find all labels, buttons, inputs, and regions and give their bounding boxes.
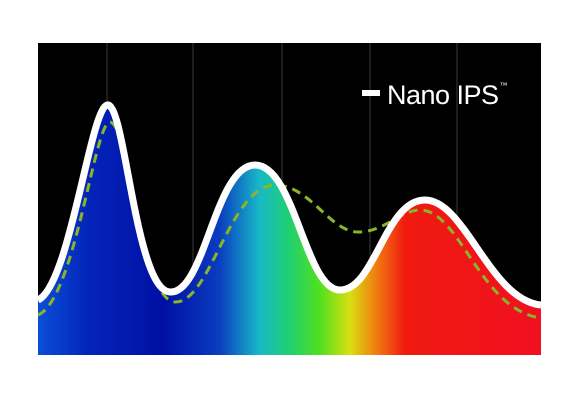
dashed-curve — [38, 120, 541, 320]
curves — [38, 101, 541, 355]
legend-label: Nano IPS — [387, 80, 499, 110]
white-curve — [38, 101, 541, 309]
legend-swatch — [362, 90, 380, 96]
legend-trademark: ™ — [500, 81, 508, 90]
